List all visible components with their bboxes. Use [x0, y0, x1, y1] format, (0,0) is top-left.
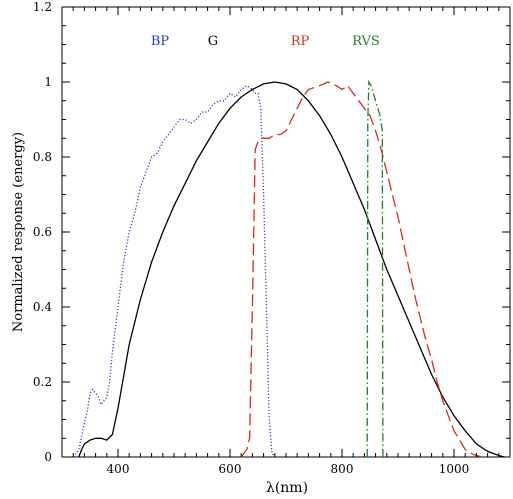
ticks-layer: 400 600 800 1000 0 0.2 0.4 0.6 0.8 1 1.2 [33, 0, 511, 476]
y-tick-label: 0.8 [33, 150, 52, 164]
y-tick-label: 1 [44, 75, 52, 89]
legend-layer: BP G RP RVS [151, 34, 380, 49]
legend-label-g: G [208, 34, 218, 49]
x-tick-label: 400 [107, 462, 130, 476]
y-tick-label: 0.4 [33, 300, 52, 314]
y-axis-label: Normalized response (energy) [11, 132, 26, 332]
y-tick-label: 0 [44, 450, 52, 464]
x-tick-label: 1000 [439, 462, 470, 476]
series-line-g [78, 81, 505, 458]
y-tick-label: 1.2 [33, 0, 52, 14]
x-tick-label: 800 [331, 462, 354, 476]
legend-label-rp: RP [291, 34, 310, 49]
series-line-rp [240, 81, 483, 458]
series-layer [72, 79, 505, 458]
plot-frame [61, 6, 511, 458]
series-line-bp [72, 84, 276, 458]
legend-label-bp: BP [151, 34, 170, 49]
x-axis-label: λ(nm) [266, 480, 308, 496]
series-line-rvs [366, 79, 384, 458]
y-tick-label: 0.6 [33, 225, 52, 239]
legend-label-rvs: RVS [352, 34, 380, 49]
y-tick-label: 0.2 [33, 375, 52, 389]
x-tick-label: 600 [219, 462, 242, 476]
